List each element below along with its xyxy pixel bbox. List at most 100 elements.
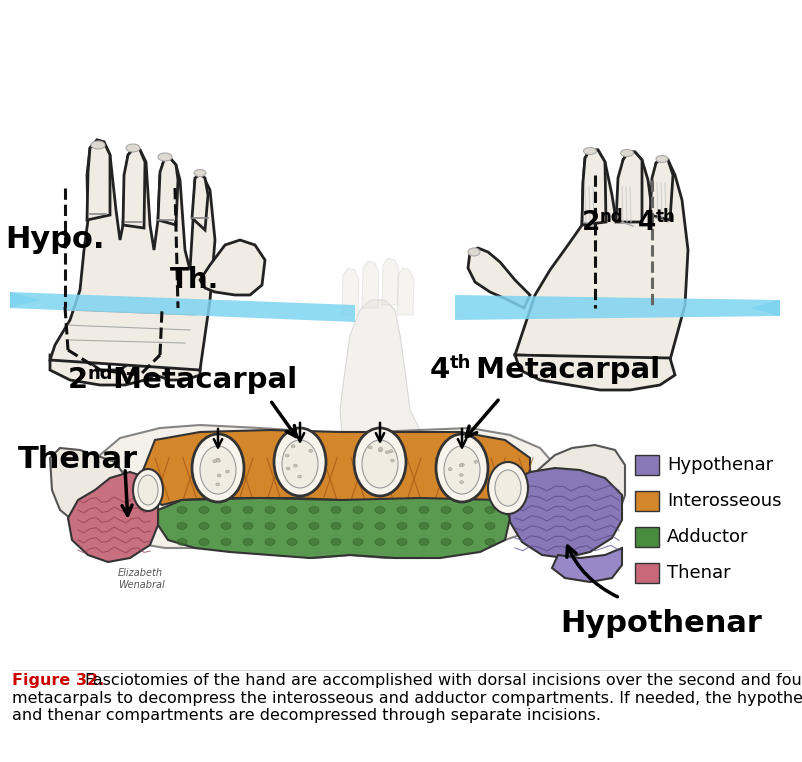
Polygon shape [200,240,265,295]
Ellipse shape [176,523,187,530]
Polygon shape [396,268,414,315]
Ellipse shape [330,523,341,530]
Ellipse shape [192,434,244,502]
Ellipse shape [265,507,274,514]
Ellipse shape [367,479,371,482]
Text: Th.: Th. [170,266,219,294]
Ellipse shape [126,144,140,152]
Ellipse shape [388,469,392,472]
Polygon shape [158,498,509,558]
Ellipse shape [378,468,382,471]
Polygon shape [140,430,529,510]
Polygon shape [535,445,624,538]
Bar [634,563,658,583]
Ellipse shape [440,523,451,530]
Ellipse shape [440,507,451,514]
Polygon shape [158,158,178,225]
Ellipse shape [243,507,253,514]
Bar [634,491,658,511]
Ellipse shape [138,475,158,505]
Ellipse shape [440,539,451,546]
Text: Hypo.: Hypo. [5,225,104,254]
Ellipse shape [396,523,407,530]
Polygon shape [192,174,208,230]
Ellipse shape [273,428,326,496]
Polygon shape [339,300,419,445]
Ellipse shape [353,539,363,546]
Polygon shape [50,140,215,370]
Text: Hypothenar: Hypothenar [559,609,761,638]
Ellipse shape [200,446,236,494]
Ellipse shape [375,523,384,530]
Text: 2: 2 [68,366,88,394]
Ellipse shape [383,466,387,469]
Polygon shape [468,248,529,308]
Polygon shape [68,472,158,562]
Polygon shape [514,150,687,360]
Polygon shape [455,295,779,320]
Polygon shape [508,468,622,558]
Ellipse shape [488,462,528,514]
Ellipse shape [221,456,225,459]
Bar [634,527,658,547]
Ellipse shape [484,523,494,530]
Text: Thenar: Thenar [666,564,730,582]
Polygon shape [10,292,354,322]
Text: th: th [655,208,675,226]
Text: Metacarpal: Metacarpal [465,356,659,384]
Ellipse shape [298,476,302,479]
Ellipse shape [396,539,407,546]
Ellipse shape [309,539,318,546]
Polygon shape [342,268,358,315]
Text: nd: nd [88,365,113,383]
Ellipse shape [293,472,297,475]
Text: nd: nd [599,208,623,226]
Text: Hypothenar: Hypothenar [666,456,772,474]
Ellipse shape [303,469,307,472]
Ellipse shape [435,434,488,502]
Bar [0,665,802,762]
Ellipse shape [158,153,172,161]
Ellipse shape [620,149,633,156]
Polygon shape [514,355,674,390]
Ellipse shape [466,455,470,458]
Polygon shape [362,261,379,308]
Ellipse shape [468,248,480,256]
Ellipse shape [444,446,480,494]
Ellipse shape [204,454,208,456]
Ellipse shape [655,155,667,162]
Ellipse shape [209,451,213,454]
Ellipse shape [286,507,297,514]
Ellipse shape [419,523,428,530]
Ellipse shape [484,507,494,514]
Ellipse shape [458,452,462,455]
Ellipse shape [309,507,318,514]
Polygon shape [551,548,622,582]
Text: Fasciotomies of the hand are accomplished with dorsal incisions over the second : Fasciotomies of the hand are accomplishe… [85,673,802,688]
Ellipse shape [451,473,455,476]
Polygon shape [10,292,40,308]
Ellipse shape [368,460,372,463]
Ellipse shape [133,469,163,511]
Text: 4: 4 [429,356,450,384]
Ellipse shape [284,473,288,476]
Ellipse shape [243,523,253,530]
Ellipse shape [353,523,363,530]
Text: 2: 2 [581,210,600,236]
Ellipse shape [375,507,384,514]
Ellipse shape [286,539,297,546]
Text: Adductor: Adductor [666,528,747,546]
Text: Interosseous: Interosseous [666,492,780,510]
Ellipse shape [484,539,494,546]
Ellipse shape [243,539,253,546]
Ellipse shape [194,169,206,177]
Polygon shape [581,150,606,225]
Ellipse shape [228,481,232,484]
Ellipse shape [396,507,407,514]
Ellipse shape [354,428,406,496]
Ellipse shape [199,507,209,514]
Ellipse shape [91,141,105,149]
Polygon shape [615,152,642,222]
Ellipse shape [221,539,231,546]
Polygon shape [649,158,672,220]
